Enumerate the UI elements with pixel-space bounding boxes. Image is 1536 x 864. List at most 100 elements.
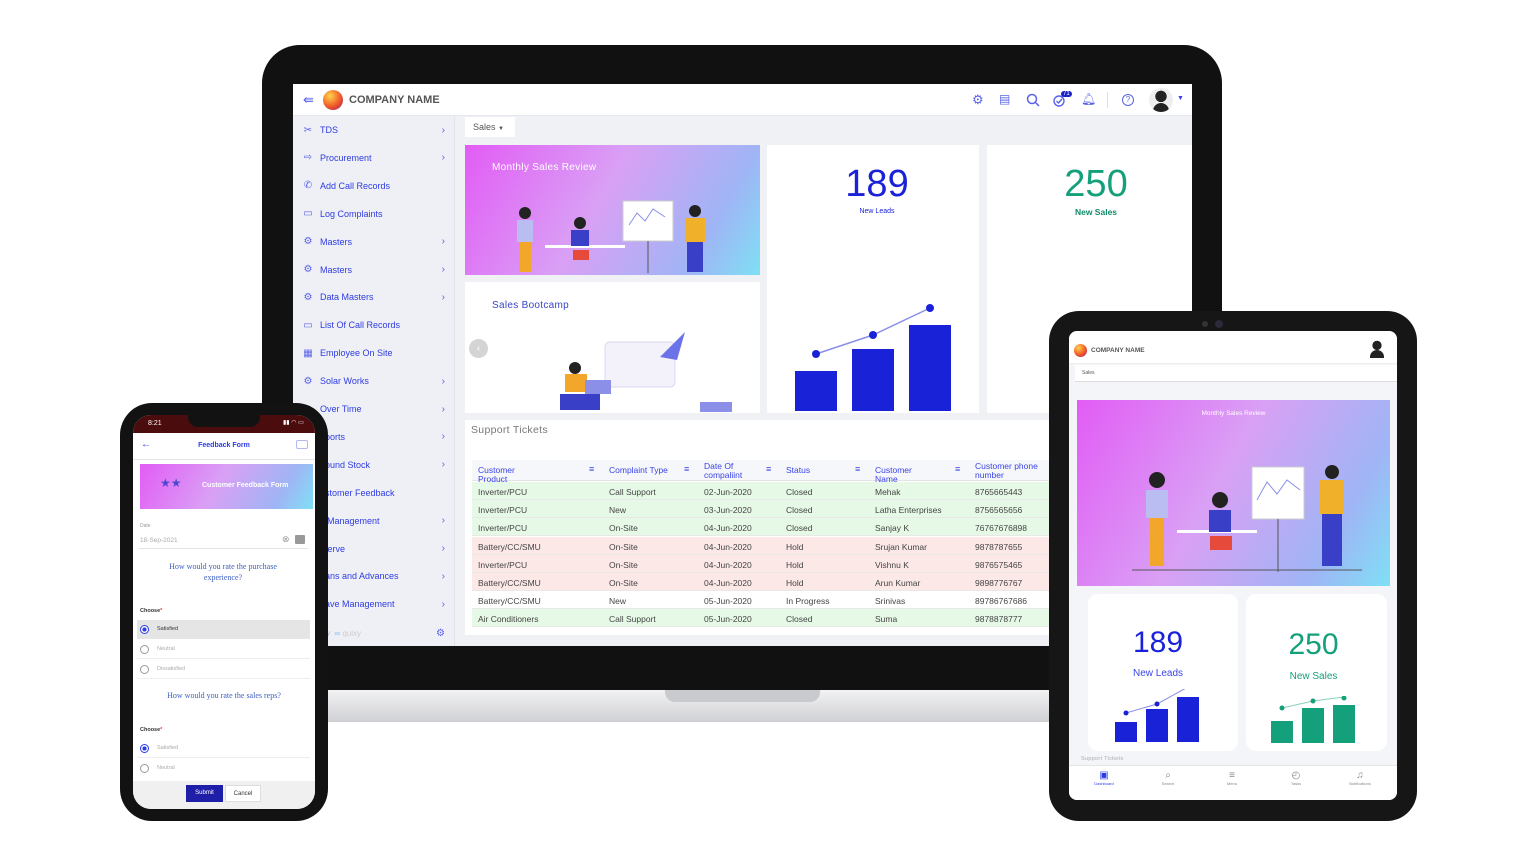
sidebar-item-label: Over Time xyxy=(320,404,362,414)
sidebar-item[interactable]: ⚙ Data Masters › xyxy=(293,283,455,311)
tab-label: Sales xyxy=(1082,370,1095,376)
new-sales-value: 250 xyxy=(1064,163,1128,205)
column-header[interactable]: Complaint Type xyxy=(609,465,668,475)
nav-menu[interactable]: ≡ Menu xyxy=(1207,770,1257,786)
table-row[interactable]: Battery/CC/SMU New 05-Jun-2020 In Progress S… xyxy=(472,591,1052,610)
cancel-button[interactable]: Cancel xyxy=(225,785,261,802)
sales-bootcamp-card[interactable]: Sales Bootcamp ‹ xyxy=(465,282,760,413)
submit-button[interactable]: Submit xyxy=(186,785,223,802)
table-cell: On-Site xyxy=(609,578,638,588)
back-arrow-icon[interactable]: ← xyxy=(141,439,151,450)
option-satisfied[interactable]: Satisfied xyxy=(137,620,310,639)
new-sales-card[interactable]: 250 New Sales xyxy=(1246,594,1387,751)
option-satisfied[interactable]: Satisfied xyxy=(137,739,310,758)
table-row[interactable]: Inverter/PCU On-Site 04-Jun-2020 Closed Sanj… xyxy=(472,518,1052,537)
company-name: COMPANY NAME xyxy=(349,94,440,106)
table-row[interactable]: Battery/CC/SMU On-Site 04-Jun-2020 Hold Arun… xyxy=(472,573,1052,591)
settings-icon[interactable]: ⚙ xyxy=(972,92,984,107)
filter-icon[interactable]: ≡ xyxy=(855,464,861,474)
sidebar-item-label: ustomer Feedback xyxy=(320,487,395,498)
table-row[interactable]: Inverter/PCU New 03-Jun-2020 Closed Latha En… xyxy=(472,500,1052,519)
table-cell: 76767676898 xyxy=(975,523,1028,534)
help-icon[interactable]: ? xyxy=(1122,94,1134,106)
sidebar-item[interactable]: rserve › xyxy=(293,535,455,563)
new-leads-card[interactable]: 189 New Leads xyxy=(767,145,979,413)
scissors-icon: ✂ xyxy=(303,124,313,136)
radio-button[interactable] xyxy=(140,665,149,674)
radio-button[interactable] xyxy=(140,764,149,773)
sidebar-item[interactable]: ⚙ Solar Works › xyxy=(293,367,455,395)
sidebar-item[interactable]: eave Management › xyxy=(293,590,455,618)
table-header: Customer Product ≡ Complaint Type ≡ Date Of … xyxy=(472,460,1052,484)
table-row[interactable]: Inverter/PCU On-Site 04-Jun-2020 Hold Vishnu… xyxy=(472,554,1052,573)
bell-icon[interactable]: 🔔︎ xyxy=(1081,92,1097,106)
sidebar-item[interactable]: ▭ List Of Call Records xyxy=(293,311,455,339)
radio-button[interactable] xyxy=(140,625,149,634)
sidebar-item[interactable]: oans and Advances › xyxy=(293,562,455,590)
form-footer: Submit Cancel xyxy=(133,781,315,809)
nav-tasks[interactable]: ◴ Tasks xyxy=(1271,770,1321,786)
calendar-icon[interactable] xyxy=(295,535,305,544)
table-row[interactable]: Air Conditioners Call Support 05-Jun-2020 C… xyxy=(472,609,1052,628)
sidebar-item[interactable]: ⇨ Procurement › xyxy=(293,144,455,172)
radio-button[interactable] xyxy=(140,744,149,753)
sidebar-item[interactable]: it Management › xyxy=(293,507,455,535)
signal-battery-icon: ▮▮ ◠ ▭ xyxy=(283,420,304,426)
menu-collapse-icon[interactable]: ⇚ xyxy=(303,92,314,107)
monthly-sales-banner[interactable]: Monthly Sales Review xyxy=(465,145,760,275)
table-row[interactable]: Inverter/PCU Call Support 02-Jun-2020 Close… xyxy=(472,482,1052,500)
clear-icon[interactable]: ⊗ xyxy=(282,534,290,544)
search-icon[interactable] xyxy=(1026,93,1040,107)
date-field[interactable]: 18-Sep-2021 ⊗ xyxy=(138,533,308,549)
option-label: Satisfied xyxy=(157,626,179,632)
gears-icon: ⚙ xyxy=(303,236,313,248)
table-cell: Latha Enterprises xyxy=(875,505,942,516)
sidebar-item[interactable]: ⚙ Masters › xyxy=(293,256,455,284)
nav-dashboard[interactable]: ▣ Dashboard xyxy=(1079,770,1129,786)
avatar-caret-icon[interactable]: ▼ xyxy=(1177,95,1184,102)
carousel-prev-button[interactable]: ‹ xyxy=(469,339,488,358)
sidebar-item[interactable]: ▦ Employee On Site xyxy=(293,339,455,367)
chevron-right-icon: › xyxy=(441,459,445,471)
column-header[interactable]: Status xyxy=(786,465,811,475)
sidebar-item[interactable]: ustomer Feedback xyxy=(293,479,455,507)
settings-icon[interactable]: ⚙ xyxy=(436,627,445,639)
table-row[interactable]: Battery/CC/SMU On-Site 04-Jun-2020 Hold Sruj… xyxy=(472,536,1052,555)
support-tickets-panel: Support Tickets Customer Product ≡ Complai… xyxy=(465,420,1192,635)
chevron-right-icon: › xyxy=(441,543,445,554)
nav-search[interactable]: ⌕ Search xyxy=(1143,770,1193,786)
filter-icon[interactable]: ≡ xyxy=(766,464,772,474)
sidebar-item[interactable]: ✆ Add Call Records xyxy=(293,172,455,200)
option-dissatisfied[interactable]: Dissatisfied xyxy=(137,660,310,679)
form-title: Feedback Form xyxy=(198,442,250,449)
store-icon[interactable]: ▤ xyxy=(999,92,1011,106)
filter-icon[interactable]: ≡ xyxy=(684,464,690,474)
sidebar-item[interactable]: ⚙ Masters › xyxy=(293,228,455,256)
column-header[interactable]: Customer phone number xyxy=(975,461,1038,480)
chevron-right-icon: › xyxy=(441,152,445,164)
table-cell: Hold xyxy=(786,559,804,570)
sidebar-item[interactable]: bound Stock › xyxy=(293,451,455,479)
sidebar-item-label: Masters xyxy=(320,236,353,247)
filter-icon[interactable]: ≡ xyxy=(589,464,595,474)
tasks-icon[interactable] xyxy=(1053,94,1067,108)
monthly-sales-banner[interactable]: Monthly Sales Review xyxy=(1077,400,1390,586)
dashboard-icon: ▣ xyxy=(1099,770,1109,781)
sales-tab[interactable]: Sales xyxy=(1075,365,1397,382)
sidebar-item[interactable]: ✂ TDS › xyxy=(293,116,455,144)
option-neutral[interactable]: Neutral xyxy=(137,759,310,778)
column-header[interactable]: Customer Name xyxy=(875,465,912,484)
column-header[interactable]: Date Of compaliint xyxy=(704,461,743,480)
filter-icon[interactable]: ≡ xyxy=(955,464,961,474)
avatar[interactable] xyxy=(1149,88,1173,112)
nav-notifications[interactable]: ♫ Notifications xyxy=(1335,770,1385,786)
sidebar-item[interactable]: eports › xyxy=(293,423,455,451)
new-leads-card[interactable]: 189 New Leads xyxy=(1088,594,1238,751)
option-neutral[interactable]: Neutral xyxy=(137,640,310,659)
avatar[interactable] xyxy=(1369,340,1385,358)
radio-button[interactable] xyxy=(140,645,149,654)
sidebar-item[interactable]: ▭ Log Complaints xyxy=(293,200,455,228)
column-header[interactable]: Customer Product xyxy=(478,465,515,484)
sales-dropdown[interactable]: Sales ▼ xyxy=(465,117,515,137)
comment-icon[interactable] xyxy=(296,440,308,449)
